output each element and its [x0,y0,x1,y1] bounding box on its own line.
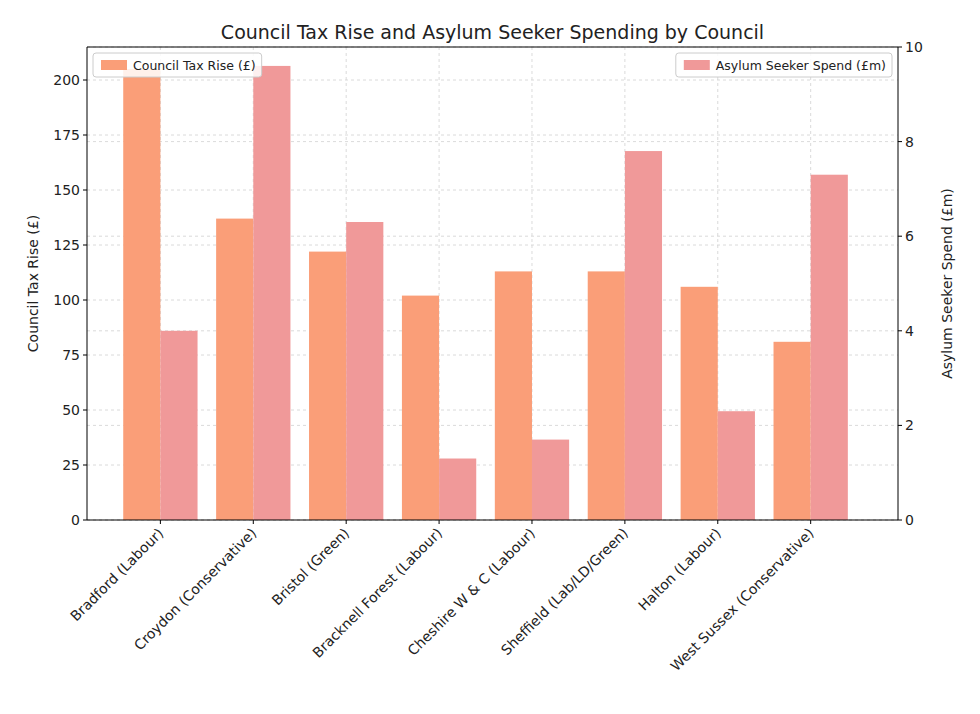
grid-line-y2 [87,520,898,521]
legend-label: Asylum Seeker Spend (£m) [716,58,886,73]
bar [160,331,197,520]
x-tick-label: Bristol (Green) [269,525,353,609]
grid-line-y2 [87,141,898,142]
y2-tick [898,47,902,48]
x-axis-line [87,520,898,521]
bar [216,219,253,520]
x-tick [160,520,161,524]
bar [402,296,439,520]
bar [774,342,811,520]
bar [532,440,569,520]
grid-line-y2 [87,47,898,48]
grid-line-y [87,190,898,191]
y2-tick [898,520,902,521]
y-tick-label: 175 [53,127,80,143]
y2-tick-label: 2 [905,417,914,433]
grid-line-y2 [87,330,898,331]
y-tick-label: 0 [71,512,80,528]
x-tick [439,520,440,524]
y2-tick-label: 4 [905,323,914,339]
y2-tick-label: 6 [905,228,914,244]
y-tick-label: 100 [53,292,80,308]
x-tick [531,520,532,524]
bar [495,271,532,520]
y-tick [83,300,87,301]
y-tick-label: 75 [62,347,80,363]
y-tick [83,465,87,466]
y2-tick [898,141,902,142]
legend: Council Tax Rise (£) [93,53,262,77]
x-tick [810,520,811,524]
bars [123,66,848,520]
y-tick-label: 150 [53,182,80,198]
y-tick-label: 50 [62,402,80,418]
y-tick [83,190,87,191]
y-tick [83,135,87,136]
y2-axis-line [898,47,899,520]
grid-line-y [87,80,898,81]
legend-label: Council Tax Rise (£) [133,58,256,73]
bar [588,271,625,520]
y-tick-label: 125 [53,237,80,253]
bar [625,151,662,520]
legend-box [676,53,892,77]
y-tick-label: 25 [62,457,80,473]
bar [718,411,755,520]
y-axis-label: Council Tax Rise (£) [25,215,41,352]
x-tick-label: Sheffield (Lab/LD/Green) [498,525,631,658]
title: Council Tax Rise and Asylum Seeker Spend… [221,21,764,43]
bar [123,69,160,520]
grid-line-y [87,245,898,246]
x-tick [346,520,347,524]
x-tick [253,520,254,524]
legend-swatch [684,60,710,70]
y2-tick-label: 0 [905,512,914,528]
y-tick [83,245,87,246]
bar [811,175,848,520]
grid-line-y [87,135,898,136]
top-frame-line [87,47,898,48]
y-tick-label: 200 [53,72,80,88]
y-axis-line [87,47,88,520]
bar [309,252,346,520]
x-tick [624,520,625,524]
x-tick-label: Croydon (Conservative) [131,525,260,654]
y2-tick [898,425,902,426]
x-tick-label: Halton (Labour) [635,525,724,614]
axes: 0 25 50 75 100 125 150 175 200 0 2 4 6 8 10 Bradford (L… [53,39,923,674]
grid-line-y2 [87,236,898,237]
legend-box [93,53,262,77]
legend-swatch [101,60,127,70]
grid [87,47,898,520]
y-tick [83,410,87,411]
y2-axis-label: Asylum Seeker Spend (£m) [939,188,955,379]
legend: Asylum Seeker Spend (£m) [676,53,892,77]
bar [253,66,290,520]
x-tick-label: West Sussex (Conservative) [667,525,816,674]
grid-line-y [87,300,898,301]
x-tick-label: Bradford (Labour) [67,525,166,624]
bar [681,287,718,520]
y-tick [83,520,87,521]
y-tick [83,80,87,81]
y-tick [83,355,87,356]
y2-tick-label: 8 [905,134,914,150]
chart: 0 25 50 75 100 125 150 175 200 0 2 4 6 8 10 Bradford (L… [0,0,980,714]
grid-line-y [87,520,898,521]
bar [346,222,383,520]
y2-tick-label: 10 [905,39,923,55]
y2-tick [898,236,902,237]
x-tick [717,520,718,524]
bar [439,459,476,520]
y2-tick [898,330,902,331]
